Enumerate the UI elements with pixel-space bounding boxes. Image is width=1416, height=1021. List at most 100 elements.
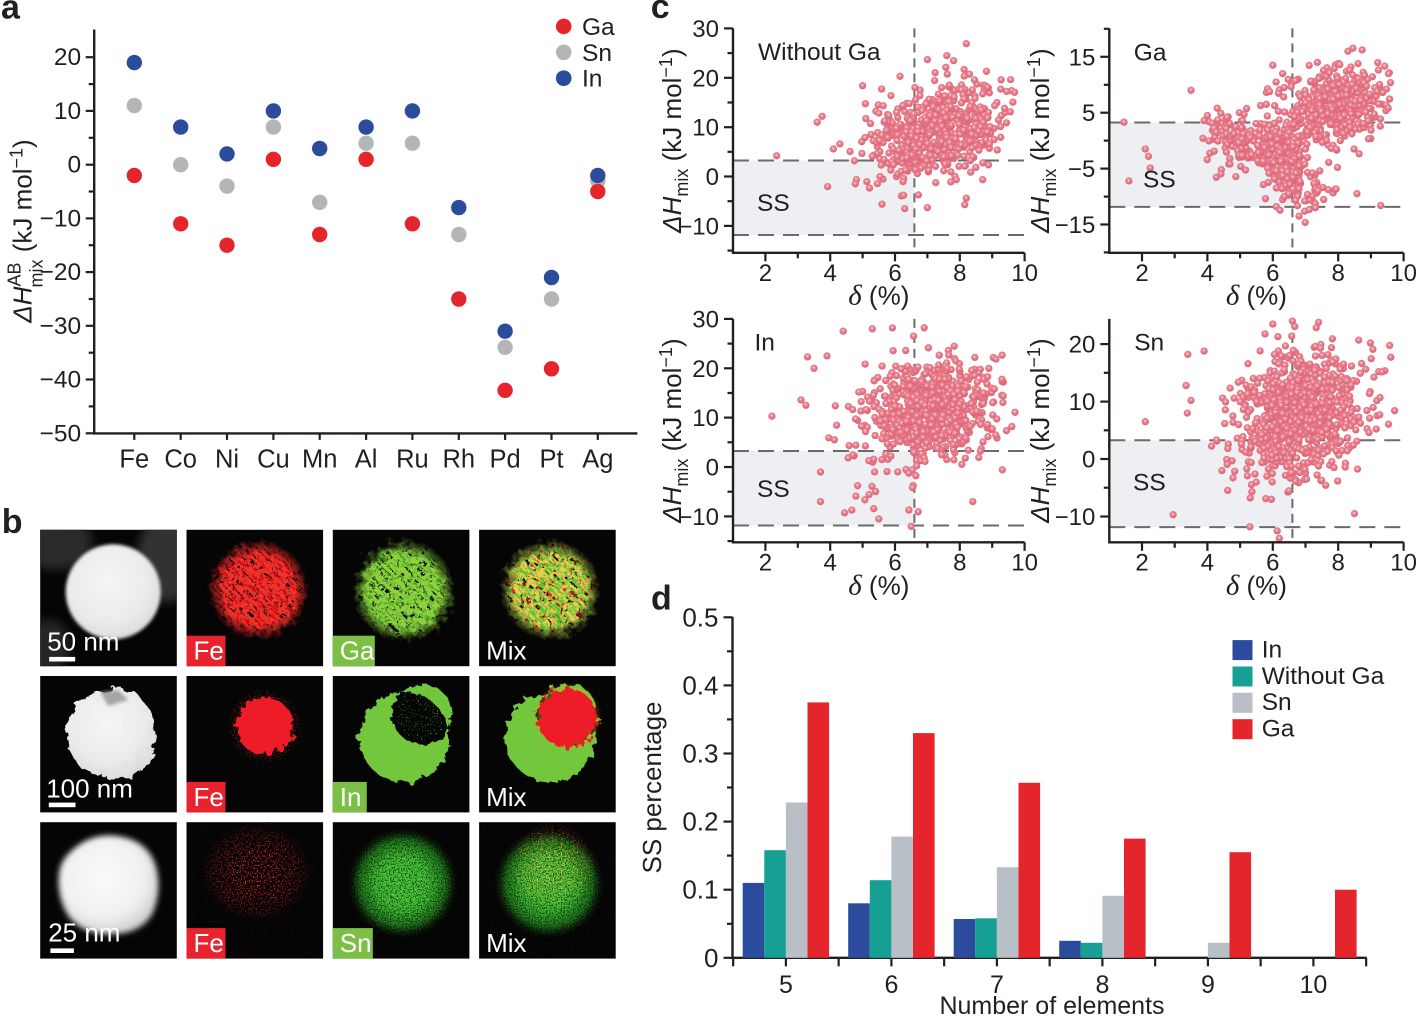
svg-text:−10: −10	[678, 504, 719, 531]
svg-text:6: 6	[888, 260, 901, 287]
svg-text:0.1: 0.1	[682, 875, 718, 905]
svg-text:d: d	[651, 580, 672, 618]
svg-text:20: 20	[692, 356, 719, 383]
svg-text:δ (%): δ (%)	[1226, 280, 1287, 312]
svg-text:ΔHmix (kJ mol−1): ΔHmix (kJ mol−1)	[656, 338, 692, 523]
svg-text:6: 6	[888, 550, 901, 577]
svg-text:In: In	[1262, 636, 1282, 663]
svg-text:ΔHmix (kJ mol−1): ΔHmix (kJ mol−1)	[656, 48, 692, 233]
svg-text:9: 9	[1201, 971, 1215, 999]
svg-text:0: 0	[706, 164, 719, 191]
svg-text:−30: −30	[40, 313, 82, 340]
svg-text:4: 4	[824, 550, 837, 577]
svg-text:10: 10	[692, 115, 719, 142]
svg-text:Ag: Ag	[582, 446, 613, 474]
svg-text:−20: −20	[40, 259, 82, 286]
svg-text:δ (%): δ (%)	[1226, 570, 1287, 602]
svg-text:Pt: Pt	[539, 446, 563, 474]
svg-text:SS: SS	[757, 476, 790, 503]
svg-text:15: 15	[1069, 44, 1096, 71]
svg-text:0.4: 0.4	[682, 670, 718, 700]
svg-text:Fe: Fe	[194, 782, 224, 812]
svg-text:In: In	[582, 66, 602, 93]
svg-text:Ga: Ga	[582, 14, 615, 41]
svg-text:Al: Al	[355, 446, 378, 474]
svg-text:5: 5	[1082, 100, 1095, 127]
svg-text:Pd: Pd	[489, 446, 520, 474]
svg-text:0: 0	[706, 455, 719, 482]
svg-text:0.5: 0.5	[682, 602, 718, 632]
svg-text:Sn: Sn	[1134, 330, 1164, 357]
svg-text:10: 10	[1390, 550, 1416, 577]
svg-text:−10: −10	[678, 213, 719, 240]
svg-text:Sn: Sn	[1262, 689, 1292, 716]
svg-text:30: 30	[692, 306, 719, 333]
svg-text:8: 8	[1095, 971, 1109, 999]
svg-text:SS percentage: SS percentage	[637, 701, 667, 873]
svg-text:0: 0	[1082, 447, 1095, 474]
svg-text:ΔHmix (kJ mol−1): ΔHmix (kJ mol−1)	[1024, 338, 1060, 523]
svg-text:25 nm: 25 nm	[48, 918, 120, 948]
svg-text:6: 6	[1266, 260, 1279, 287]
svg-text:In: In	[340, 782, 362, 812]
svg-text:a: a	[1, 0, 21, 27]
svg-text:10: 10	[1390, 260, 1416, 287]
svg-text:Ga: Ga	[1262, 716, 1295, 743]
svg-text:20: 20	[692, 65, 719, 92]
svg-text:Mn: Mn	[302, 446, 337, 474]
svg-text:SS: SS	[1133, 470, 1166, 497]
svg-text:10: 10	[1069, 389, 1096, 416]
svg-text:Number of elements: Number of elements	[939, 992, 1164, 1020]
svg-text:Rh: Rh	[442, 446, 475, 474]
svg-text:8: 8	[1332, 550, 1345, 577]
svg-text:Sn: Sn	[582, 40, 612, 67]
svg-text:Fe: Fe	[119, 446, 149, 474]
svg-text:0.3: 0.3	[682, 739, 718, 769]
svg-text:2: 2	[1135, 550, 1148, 577]
svg-text:b: b	[2, 503, 23, 541]
svg-text:−10: −10	[1055, 504, 1096, 531]
svg-text:6: 6	[1266, 550, 1279, 577]
svg-text:Ga: Ga	[340, 636, 375, 666]
svg-text:ΔHmix (kJ mol−1): ΔHmix (kJ mol−1)	[1024, 48, 1060, 233]
svg-text:Fe: Fe	[194, 928, 224, 958]
svg-text:8: 8	[953, 550, 966, 577]
svg-text:Without Ga: Without Ga	[758, 39, 881, 66]
svg-text:10: 10	[1011, 550, 1038, 577]
svg-text:50 nm: 50 nm	[47, 627, 119, 657]
svg-text:2: 2	[1135, 260, 1148, 287]
svg-text:Sn: Sn	[340, 928, 372, 958]
svg-text:SS: SS	[1143, 167, 1176, 194]
svg-text:5: 5	[779, 971, 793, 999]
svg-text:0.2: 0.2	[682, 807, 718, 837]
svg-text:Without Ga: Without Ga	[1262, 663, 1385, 690]
svg-text:20: 20	[1069, 332, 1096, 359]
svg-text:8: 8	[1332, 260, 1345, 287]
svg-text:2: 2	[759, 260, 772, 287]
svg-text:Ni: Ni	[215, 446, 239, 474]
svg-text:c: c	[651, 0, 670, 26]
svg-text:4: 4	[1201, 260, 1214, 287]
svg-text:−15: −15	[1055, 212, 1096, 239]
svg-text:6: 6	[884, 971, 898, 999]
svg-text:Co: Co	[164, 446, 197, 474]
svg-text:−10: −10	[40, 205, 82, 232]
svg-text:In: In	[755, 330, 775, 357]
svg-text:4: 4	[1201, 550, 1214, 577]
svg-text:Mix: Mix	[486, 636, 526, 666]
svg-text:Cu: Cu	[257, 446, 290, 474]
svg-text:10: 10	[54, 98, 81, 125]
svg-text:Mix: Mix	[486, 782, 526, 812]
svg-text:δ (%): δ (%)	[848, 570, 909, 602]
svg-text:100 nm: 100 nm	[46, 774, 133, 804]
svg-text:4: 4	[824, 260, 837, 287]
svg-text:20: 20	[54, 44, 81, 71]
svg-text:−50: −50	[40, 420, 82, 447]
svg-text:10: 10	[692, 405, 719, 432]
svg-text:0: 0	[68, 152, 82, 179]
svg-text:2: 2	[759, 550, 772, 577]
svg-text:30: 30	[692, 16, 719, 43]
svg-text:Ru: Ru	[396, 446, 429, 474]
svg-text:8: 8	[953, 260, 966, 287]
